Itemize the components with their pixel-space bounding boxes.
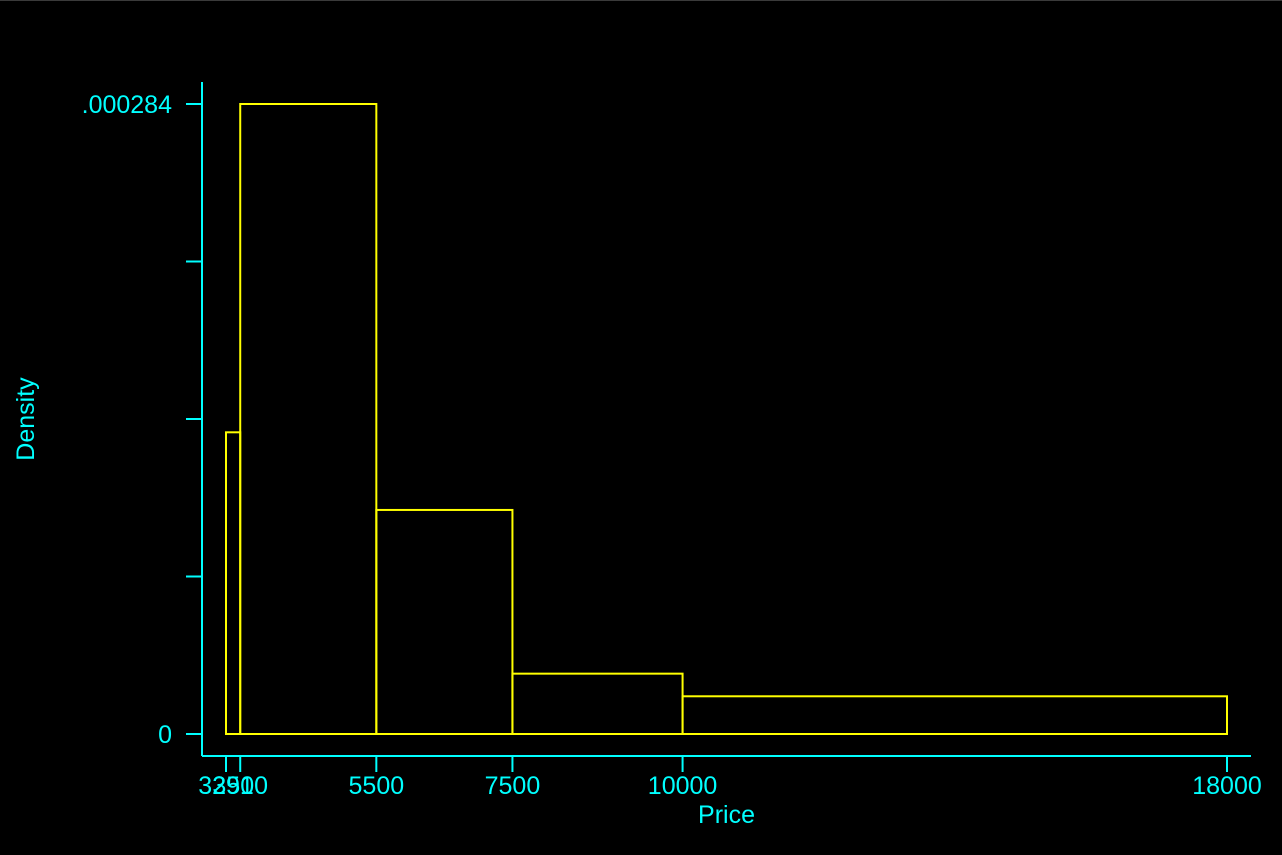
x-tick-label-1: 3291 — [198, 772, 254, 800]
x-tick-label-2: 3500 — [212, 772, 268, 800]
x-axis-title: Price — [698, 801, 755, 829]
x-tick-label-5: 10000 — [648, 772, 718, 800]
x-tick-label-4: 7500 — [485, 772, 541, 800]
histogram-bar-2 — [239, 103, 378, 735]
window-top-border — [0, 0, 1282, 1]
histogram-bar-1 — [225, 431, 242, 735]
y-tick-label-2: .000284 — [82, 91, 172, 119]
chart-axes — [201, 82, 1251, 757]
y-axis-ticks: 0 .000284 — [82, 91, 202, 749]
histogram-bar-5 — [681, 695, 1228, 736]
histogram-bar-4 — [511, 672, 684, 736]
y-tick-label-1: 0 — [158, 721, 172, 749]
x-tick-label-3: 5500 — [349, 772, 405, 800]
histogram-bar-3 — [375, 508, 514, 736]
y-axis-title: Density — [12, 377, 40, 461]
histogram-bars — [225, 103, 1228, 736]
x-tick-label-6: 18000 — [1192, 772, 1262, 800]
